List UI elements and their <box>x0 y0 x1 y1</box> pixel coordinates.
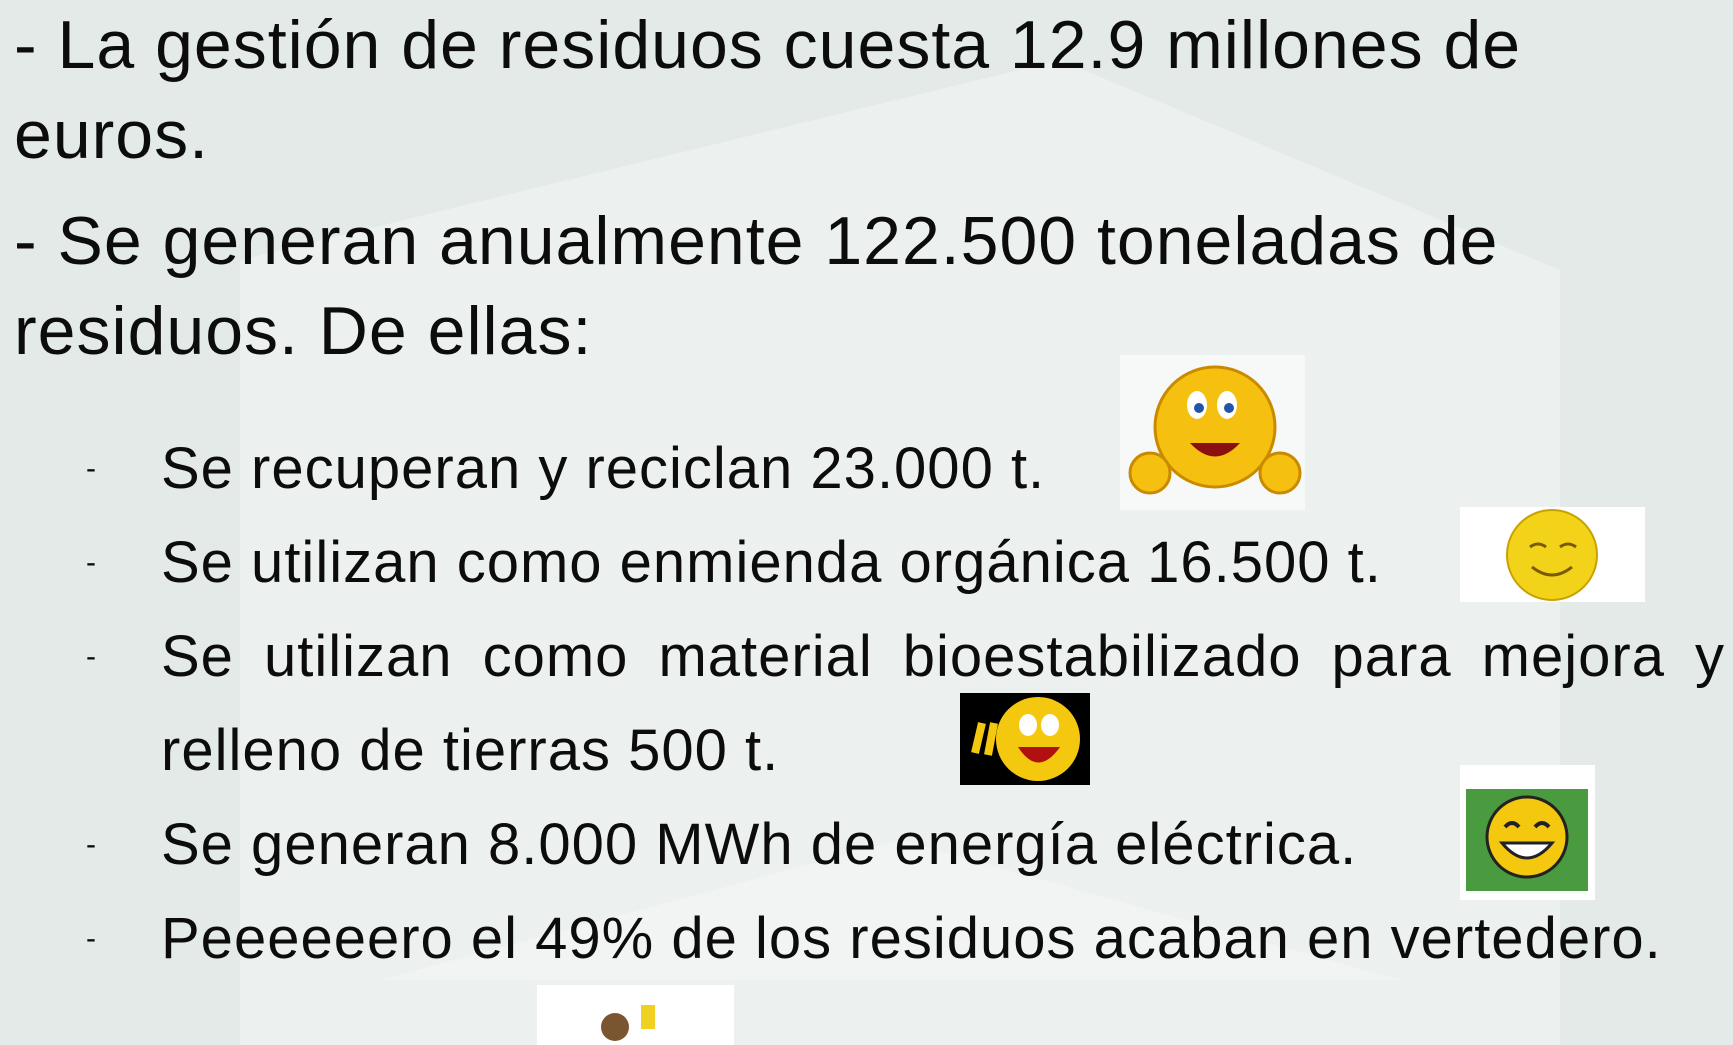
bullet: - <box>86 422 97 516</box>
item-text: Se utilizan como enmienda orgánica 16.50… <box>161 530 1382 595</box>
list-item: -Se recuperan y reciclan 23.000 t. <box>0 422 1725 516</box>
bullet: - <box>86 892 97 986</box>
item-text: Se utilizan como material bioestabilizad… <box>161 624 1725 783</box>
figure-emoji <box>537 985 734 1045</box>
smile-emoji <box>1460 507 1645 602</box>
list-item: -Peeeeeero el 49% de los residuos acaban… <box>0 892 1725 986</box>
victory-emoji <box>960 693 1090 785</box>
item-text: Se generan 8.000 MWh de energía eléctric… <box>161 812 1357 877</box>
bullet: - <box>86 516 97 610</box>
intro-paragraph: - La gestión de residuos cuesta 12.9 mil… <box>14 0 1719 180</box>
slide: {"intro": ["- La gestión de residuos cue… <box>0 0 1733 1045</box>
thumbs-up-emoji <box>1120 355 1305 510</box>
intro-paragraph: - Se generan anualmente 122.500 tonelada… <box>14 196 1719 376</box>
item-text: Peeeeeero el 49% de los residuos acaban … <box>161 906 1662 971</box>
bullet: - <box>86 798 97 892</box>
bullet: - <box>86 610 97 704</box>
grin-emoji <box>1460 765 1595 900</box>
item-text: Se recuperan y reciclan 23.000 t. <box>161 436 1045 501</box>
